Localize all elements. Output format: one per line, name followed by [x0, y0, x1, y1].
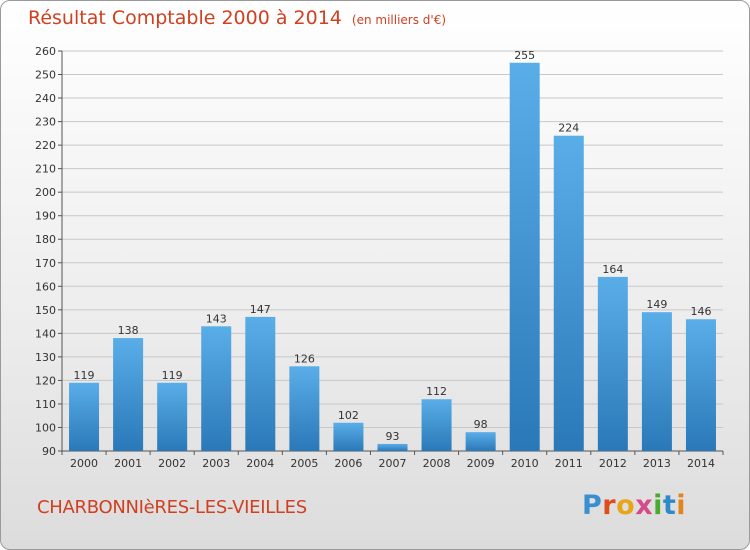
- logo-letter: o: [616, 490, 636, 521]
- data-label: 255: [514, 49, 535, 62]
- data-label: 93: [386, 430, 400, 443]
- bar: [685, 319, 716, 451]
- y-tick-label: 160: [35, 280, 56, 293]
- data-label: 102: [338, 409, 359, 422]
- y-tick-label: 140: [35, 327, 56, 340]
- y-tick-label: 210: [35, 163, 56, 176]
- bar: [421, 399, 452, 451]
- y-tick-label: 190: [35, 210, 56, 223]
- logo-letter: P: [582, 490, 603, 521]
- data-label: 119: [162, 369, 183, 382]
- y-tick-labels: 90 100 110 120 130 140 150 160 170 180 190 200 210 22…: [35, 45, 56, 458]
- x-tick-label: 2014: [687, 457, 715, 470]
- bar: [377, 443, 408, 451]
- data-label: 147: [250, 303, 271, 316]
- bar: [465, 432, 496, 451]
- x-tick-label: 2013: [643, 457, 671, 470]
- data-label: 143: [206, 312, 227, 325]
- bar: [289, 366, 320, 451]
- logo-letter: x: [635, 490, 654, 521]
- x-tick-label: 2012: [599, 457, 627, 470]
- y-tick-label: 110: [35, 398, 56, 411]
- data-label: 126: [294, 352, 315, 365]
- commune-name: CHARBONNIèRES-LES-VIEILLES: [37, 497, 307, 518]
- y-tick-label: 100: [35, 421, 56, 434]
- y-tick-label: 220: [35, 139, 56, 152]
- y-tick-label: 170: [35, 257, 56, 270]
- x-tick-label: 2004: [246, 457, 274, 470]
- logo-letter: i: [653, 490, 663, 521]
- bar: [597, 276, 628, 451]
- data-labels: 119 138 119 143 147 126 102 93 112 98 255 224 164 149…: [74, 49, 712, 443]
- x-tick-label: 2010: [511, 457, 539, 470]
- data-label: 119: [74, 369, 95, 382]
- y-tick-label: 230: [35, 116, 56, 129]
- bar: [333, 422, 364, 451]
- y-tick-label: 150: [35, 304, 56, 317]
- data-label: 224: [558, 122, 579, 135]
- x-tick-label: 2000: [70, 457, 98, 470]
- data-label: 164: [602, 263, 623, 276]
- bars: [69, 62, 716, 452]
- x-tick-label: 2009: [467, 457, 495, 470]
- chart-title: Résultat Comptable 2000 à 2014 (en millie…: [28, 7, 446, 29]
- y-tick-label: 260: [35, 45, 56, 58]
- data-label: 98: [474, 418, 488, 431]
- bar: [201, 326, 232, 451]
- y-tick-label: 130: [35, 351, 56, 364]
- logo-letter: i: [676, 490, 687, 521]
- x-tick-label: 2006: [334, 457, 362, 470]
- y-tick-label: 120: [35, 374, 56, 387]
- x-tick-label: 2011: [555, 457, 583, 470]
- y-tick-label: 200: [35, 186, 56, 199]
- chart-unit: (en milliers d'€): [351, 13, 447, 27]
- y-tick-label: 250: [35, 69, 56, 82]
- data-label: 138: [118, 324, 139, 337]
- x-tick-labels: 2000 2001 2002 2003 2004 2005 2006 2007 2008 2009…: [61, 451, 724, 470]
- proxiti-logo: Proxiti: [582, 490, 686, 521]
- x-tick-label: 2005: [290, 457, 318, 470]
- bar: [245, 316, 276, 451]
- data-label: 146: [690, 305, 711, 318]
- bar: [69, 382, 100, 451]
- logo-letter: r: [602, 490, 617, 521]
- x-tick-label: 2001: [114, 457, 142, 470]
- x-tick-label: 2002: [158, 457, 186, 470]
- chart-title-text: Résultat Comptable 2000 à 2014: [28, 7, 342, 29]
- logo-letter: t: [662, 490, 677, 521]
- bar: [509, 62, 540, 451]
- x-tick-label: 2007: [379, 457, 407, 470]
- x-tick-label: 2003: [202, 457, 230, 470]
- bar: [113, 338, 144, 451]
- y-tick-label: 240: [35, 92, 56, 105]
- bar: [157, 382, 188, 451]
- x-tick-label: 2008: [423, 457, 451, 470]
- data-label: 112: [426, 385, 447, 398]
- y-tick-label: 180: [35, 233, 56, 246]
- bar: [553, 135, 584, 452]
- bar: [641, 312, 672, 451]
- data-label: 149: [646, 298, 667, 311]
- y-tick-label: 90: [42, 445, 56, 458]
